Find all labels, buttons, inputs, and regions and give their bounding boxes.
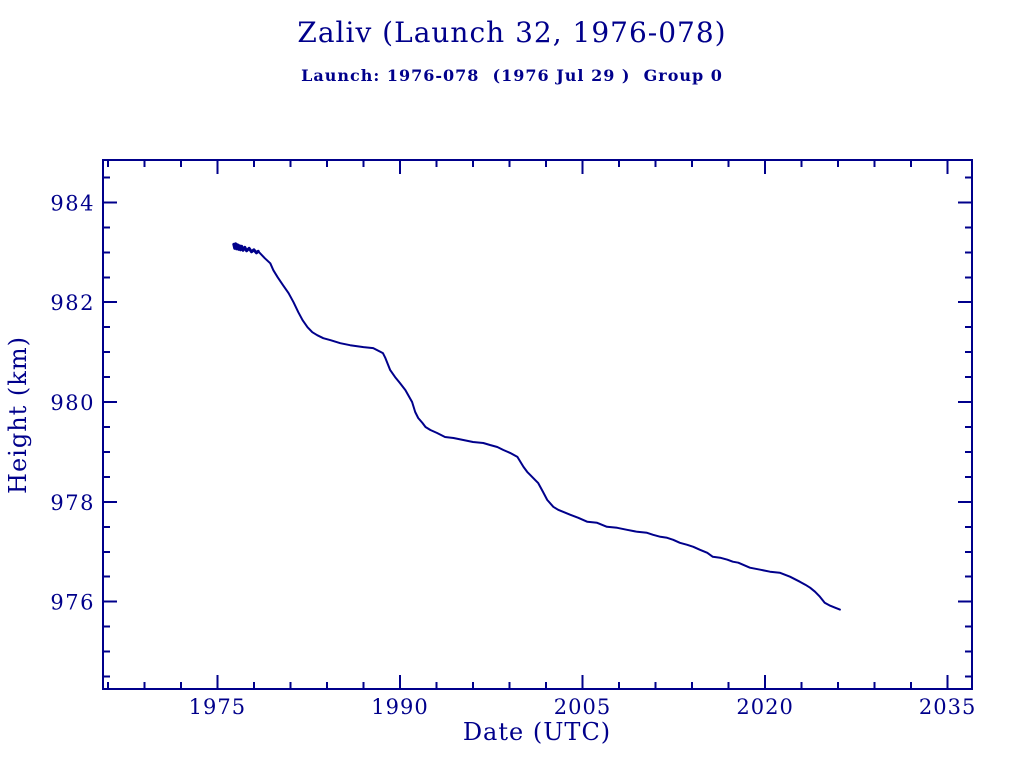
axis-tick-labels: 1975 1990 2005 2020 2035 976 978 980 982 984 — [50, 191, 976, 719]
y-tick-label: 984 — [50, 191, 95, 215]
plot-frame — [102, 159, 973, 690]
x-tick-label: 2035 — [919, 695, 976, 719]
height-curve-early-noisy-segment — [232, 242, 260, 255]
chart-title: Zaliv (Launch 32, 1976-078) — [297, 16, 727, 49]
y-tick-label: 980 — [50, 391, 95, 415]
y-axis-label: Height (km) — [4, 336, 32, 494]
x-axis-label: Date (UTC) — [463, 718, 611, 746]
axis-ticks — [103, 160, 972, 689]
x-tick-label: 1975 — [189, 695, 246, 719]
x-tick-label: 1990 — [371, 695, 428, 719]
x-tick-label: 2020 — [736, 695, 793, 719]
height-curve-mean-height — [257, 250, 841, 611]
data-curves — [232, 242, 841, 611]
y-tick-label: 976 — [50, 591, 95, 615]
y-tick-label: 982 — [50, 291, 95, 315]
x-tick-label: 2005 — [554, 695, 611, 719]
chart-subtitle: Launch: 1976-078 (1976 Jul 29 ) Group 0 — [301, 66, 723, 85]
y-tick-label: 978 — [50, 491, 95, 515]
